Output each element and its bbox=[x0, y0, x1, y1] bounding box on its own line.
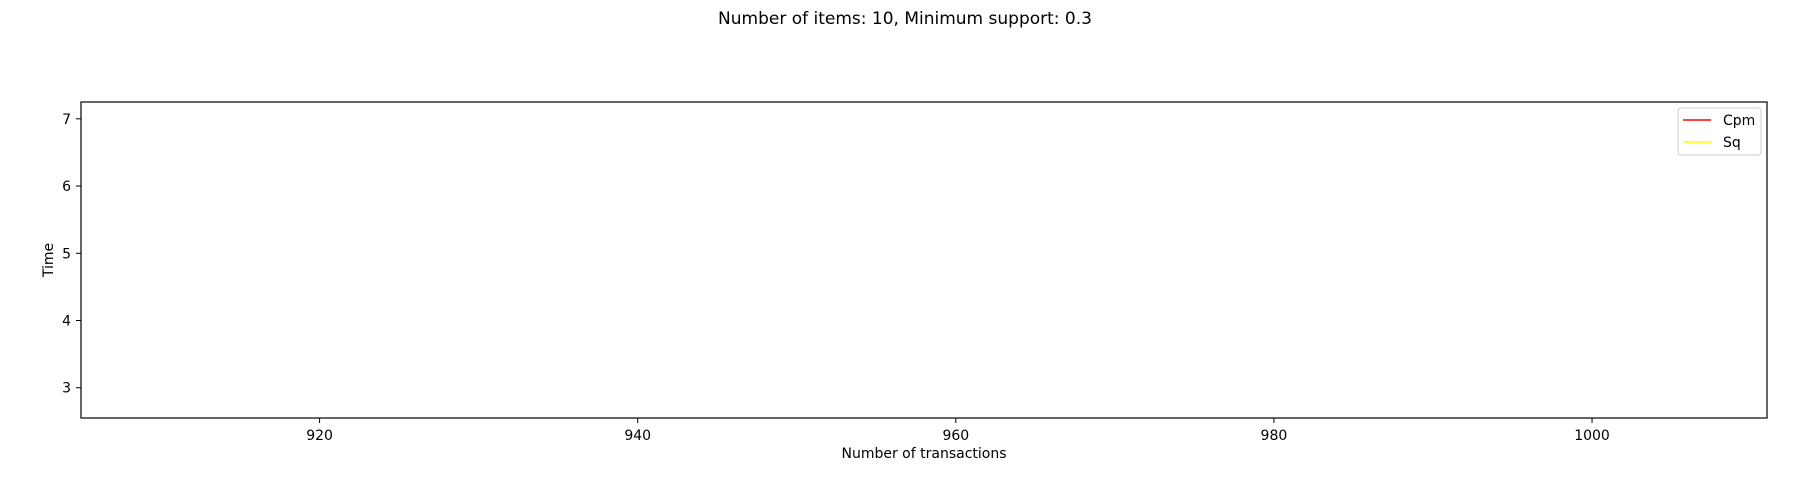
y-tick-label: 4 bbox=[62, 314, 71, 330]
x-tick-label: 1000 bbox=[1574, 428, 1610, 444]
y-axis-title: Time bbox=[41, 243, 57, 278]
chart-title: Number of items: 10, Minimum support: 0.… bbox=[718, 9, 1092, 29]
x-axis: 920 940 960 980 1000 bbox=[306, 418, 1610, 444]
x-tick-label: 920 bbox=[306, 428, 333, 444]
legend-label-sq: Sq bbox=[1723, 135, 1741, 151]
legend-label-cpm: Cpm bbox=[1723, 113, 1755, 129]
legend: Cpm Sq bbox=[1677, 107, 1762, 156]
y-tick-label: 3 bbox=[62, 381, 71, 397]
x-tick-label: 940 bbox=[624, 428, 651, 444]
y-tick-label: 6 bbox=[62, 179, 71, 195]
y-tick-label: 7 bbox=[62, 112, 71, 128]
x-axis-title: Number of transactions bbox=[841, 446, 1006, 462]
x-tick-label: 960 bbox=[942, 428, 969, 444]
x-tick-label: 980 bbox=[1261, 428, 1288, 444]
y-tick-label: 5 bbox=[62, 246, 71, 262]
y-axis: 3 4 5 6 7 bbox=[62, 112, 81, 397]
plot-frame bbox=[80, 101, 1768, 419]
